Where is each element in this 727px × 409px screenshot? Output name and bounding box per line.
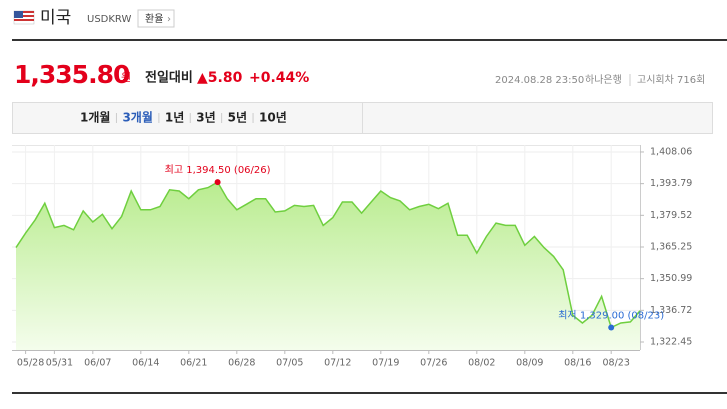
change-label: 전일대비 [145,70,193,86]
bottom-divider [12,392,727,394]
x-tick-label: 06/28 [228,358,255,369]
price: 1,335.80 [14,60,130,89]
tab[interactable]: 1개월 [80,110,110,125]
x-tick-label: 05/31 [46,358,73,369]
tab[interactable]: 3년 [196,111,215,125]
x-tick-label: 08/09 [516,358,543,369]
min-label: 최저 1,329.00 (08/23) [558,309,664,321]
y-tick-label: 1,393.79 [650,178,692,189]
x-tick-label: 07/12 [324,358,351,369]
x-tick-label: 08/16 [564,358,591,369]
change: ▲5.80 [197,70,243,86]
tab[interactable]: 1년 [165,111,184,125]
y-tick-label: 1,350.99 [650,273,692,284]
line [15,181,641,329]
x-tick-label: 06/21 [180,358,207,369]
bank: 하나은행 [585,73,622,86]
rate-button-label: 환율 [145,13,163,25]
timestamp: 2024.08.28 23:50 [495,75,584,86]
unit: 원 [121,71,131,84]
code: USDKRW [87,14,131,25]
max-label: 최고 1,394.50 (06/26) [165,164,271,176]
rate-button[interactable] [137,9,175,28]
y-tick-label: 1,365.25 [650,242,692,253]
tab[interactable]: 5년 [228,111,247,125]
round: 고시회차 716회 [637,74,705,86]
x-tick-label: 05/28 [17,358,44,369]
flag [13,10,35,25]
y-tick-label: 1,408.06 [650,146,692,157]
x-tick-label: 07/19 [372,358,399,369]
area [16,182,640,350]
y-tick-label: 1,336.72 [650,305,692,316]
x-tick-label: 08/23 [603,358,630,369]
x-tick-label: 06/14 [132,358,159,369]
chevron: › [167,14,171,25]
x-tick-label: 06/07 [84,358,111,369]
max-marker [214,179,221,186]
x-tick-label: 07/26 [420,358,447,369]
change-pct: +0.44% [249,70,309,86]
tab[interactable]: 10년 [259,111,287,125]
min-marker [608,324,615,331]
divider [12,39,727,41]
tab[interactable]: 3개월 [122,110,152,125]
y-tick-label: 1,379.52 [650,210,692,221]
y-tick-label: 1,322.45 [650,337,692,348]
country: 미국 [40,8,71,28]
x-tick-label: 08/02 [468,358,495,369]
x-tick-label: 07/05 [276,358,303,369]
